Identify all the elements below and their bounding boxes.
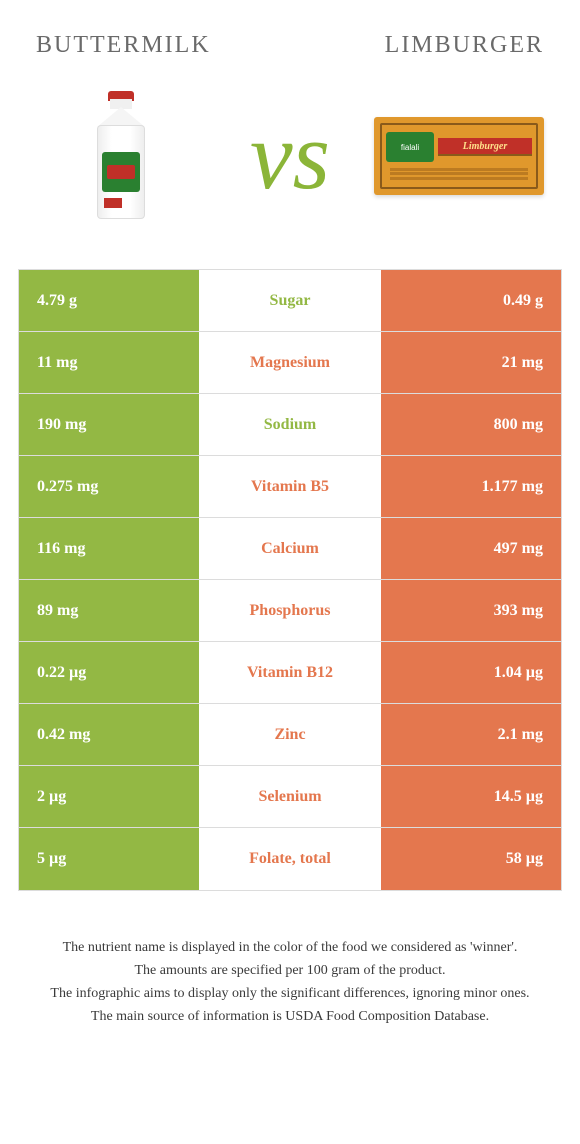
left-value-cell: 0.22 µg (19, 642, 199, 703)
table-row: 89 mgPhosphorus393 mg (19, 580, 561, 642)
right-value-cell: 0.49 g (381, 270, 561, 331)
right-value-cell: 497 mg (381, 518, 561, 579)
nutrient-name-cell: Selenium (199, 766, 381, 827)
table-row: 116 mgCalcium497 mg (19, 518, 561, 580)
table-row: 5 µgFolate, total58 µg (19, 828, 561, 890)
left-food-title: Buttermilk (36, 32, 211, 59)
nutrient-table: 4.79 gSugar0.49 g11 mgMagnesium21 mg190 … (18, 269, 562, 891)
left-value-cell: 5 µg (19, 828, 199, 890)
cheese-brand: Limburger (438, 138, 532, 156)
milk-carton-icon (91, 91, 151, 221)
footer-line-3: The infographic aims to display only the… (26, 983, 554, 1004)
right-value-cell: 1.177 mg (381, 456, 561, 517)
hero-row: vs fialali Limburger (18, 81, 562, 231)
infographic-page: Buttermilk Limburger vs fialali Limbur (0, 0, 580, 1049)
left-value-cell: 116 mg (19, 518, 199, 579)
limburger-image: fialali Limburger (374, 86, 544, 226)
titles-row: Buttermilk Limburger (18, 32, 562, 59)
table-row: 4.79 gSugar0.49 g (19, 270, 561, 332)
right-value-cell: 58 µg (381, 828, 561, 890)
footer-line-1: The nutrient name is displayed in the co… (26, 937, 554, 958)
nutrient-name-cell: Sugar (199, 270, 381, 331)
footer-line-2: The amounts are specified per 100 gram o… (26, 960, 554, 981)
table-row: 2 µgSelenium14.5 µg (19, 766, 561, 828)
nutrient-name-cell: Zinc (199, 704, 381, 765)
right-value-cell: 393 mg (381, 580, 561, 641)
left-value-cell: 190 mg (19, 394, 199, 455)
table-row: 0.42 mgZinc2.1 mg (19, 704, 561, 766)
table-row: 11 mgMagnesium21 mg (19, 332, 561, 394)
left-value-cell: 0.42 mg (19, 704, 199, 765)
vs-label: vs (250, 108, 330, 204)
buttermilk-image (36, 86, 206, 226)
right-value-cell: 14.5 µg (381, 766, 561, 827)
cheese-logo: fialali (386, 132, 434, 162)
nutrient-name-cell: Folate, total (199, 828, 381, 890)
right-value-cell: 21 mg (381, 332, 561, 393)
footer-line-4: The main source of information is USDA F… (26, 1006, 554, 1027)
nutrient-name-cell: Vitamin B5 (199, 456, 381, 517)
left-value-cell: 2 µg (19, 766, 199, 827)
right-value-cell: 1.04 µg (381, 642, 561, 703)
cheese-block-icon: fialali Limburger (374, 117, 544, 195)
nutrient-name-cell: Magnesium (199, 332, 381, 393)
left-value-cell: 4.79 g (19, 270, 199, 331)
right-value-cell: 800 mg (381, 394, 561, 455)
left-value-cell: 11 mg (19, 332, 199, 393)
nutrient-name-cell: Phosphorus (199, 580, 381, 641)
table-row: 0.275 mgVitamin B51.177 mg (19, 456, 561, 518)
nutrient-name-cell: Calcium (199, 518, 381, 579)
right-value-cell: 2.1 mg (381, 704, 561, 765)
footer-notes: The nutrient name is displayed in the co… (18, 937, 562, 1027)
left-value-cell: 0.275 mg (19, 456, 199, 517)
nutrient-name-cell: Sodium (199, 394, 381, 455)
table-row: 190 mgSodium800 mg (19, 394, 561, 456)
left-value-cell: 89 mg (19, 580, 199, 641)
right-food-title: Limburger (385, 32, 544, 59)
nutrient-name-cell: Vitamin B12 (199, 642, 381, 703)
table-row: 0.22 µgVitamin B121.04 µg (19, 642, 561, 704)
